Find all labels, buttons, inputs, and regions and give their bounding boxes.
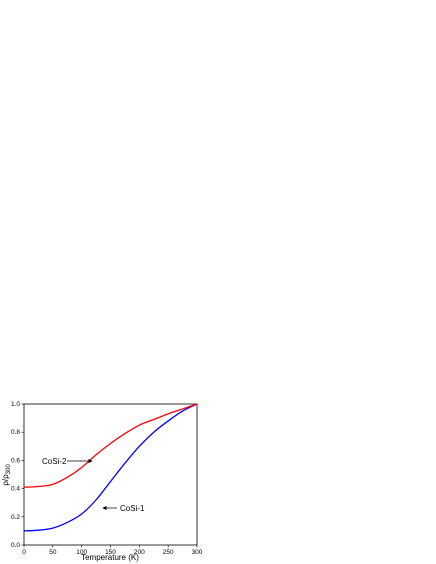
x-tick-label: 0 bbox=[22, 549, 26, 556]
plot-frame bbox=[23, 403, 198, 546]
y-axis-label: ρ/ρ300 bbox=[1, 464, 12, 486]
series-line bbox=[23, 403, 198, 532]
x-axis-label: Temperature (K) bbox=[81, 553, 139, 562]
series-annotation: CoSi-1 bbox=[120, 504, 145, 513]
y-tick-label: 0.4 bbox=[11, 486, 20, 493]
y-tick-label: 0.0 bbox=[11, 542, 20, 549]
series-line bbox=[23, 403, 198, 488]
x-tick-label: 100 bbox=[76, 549, 87, 556]
y-axis-label-sub: 300 bbox=[6, 464, 12, 475]
x-tick-label: 250 bbox=[163, 549, 174, 556]
x-tick-label: 150 bbox=[105, 549, 116, 556]
y-tick-label: 0.2 bbox=[11, 514, 20, 521]
x-tick-label: 300 bbox=[192, 549, 203, 556]
y-tick-label: 1.0 bbox=[11, 401, 20, 408]
y-tick-label: 0.6 bbox=[11, 457, 20, 464]
x-tick-label: 50 bbox=[49, 549, 57, 556]
series-annotation: CoSi-2 bbox=[42, 457, 67, 466]
y-tick-label: 0.8 bbox=[11, 429, 20, 436]
y-axis-label-main: ρ/ρ bbox=[1, 474, 10, 486]
x-tick-label: 200 bbox=[134, 549, 145, 556]
